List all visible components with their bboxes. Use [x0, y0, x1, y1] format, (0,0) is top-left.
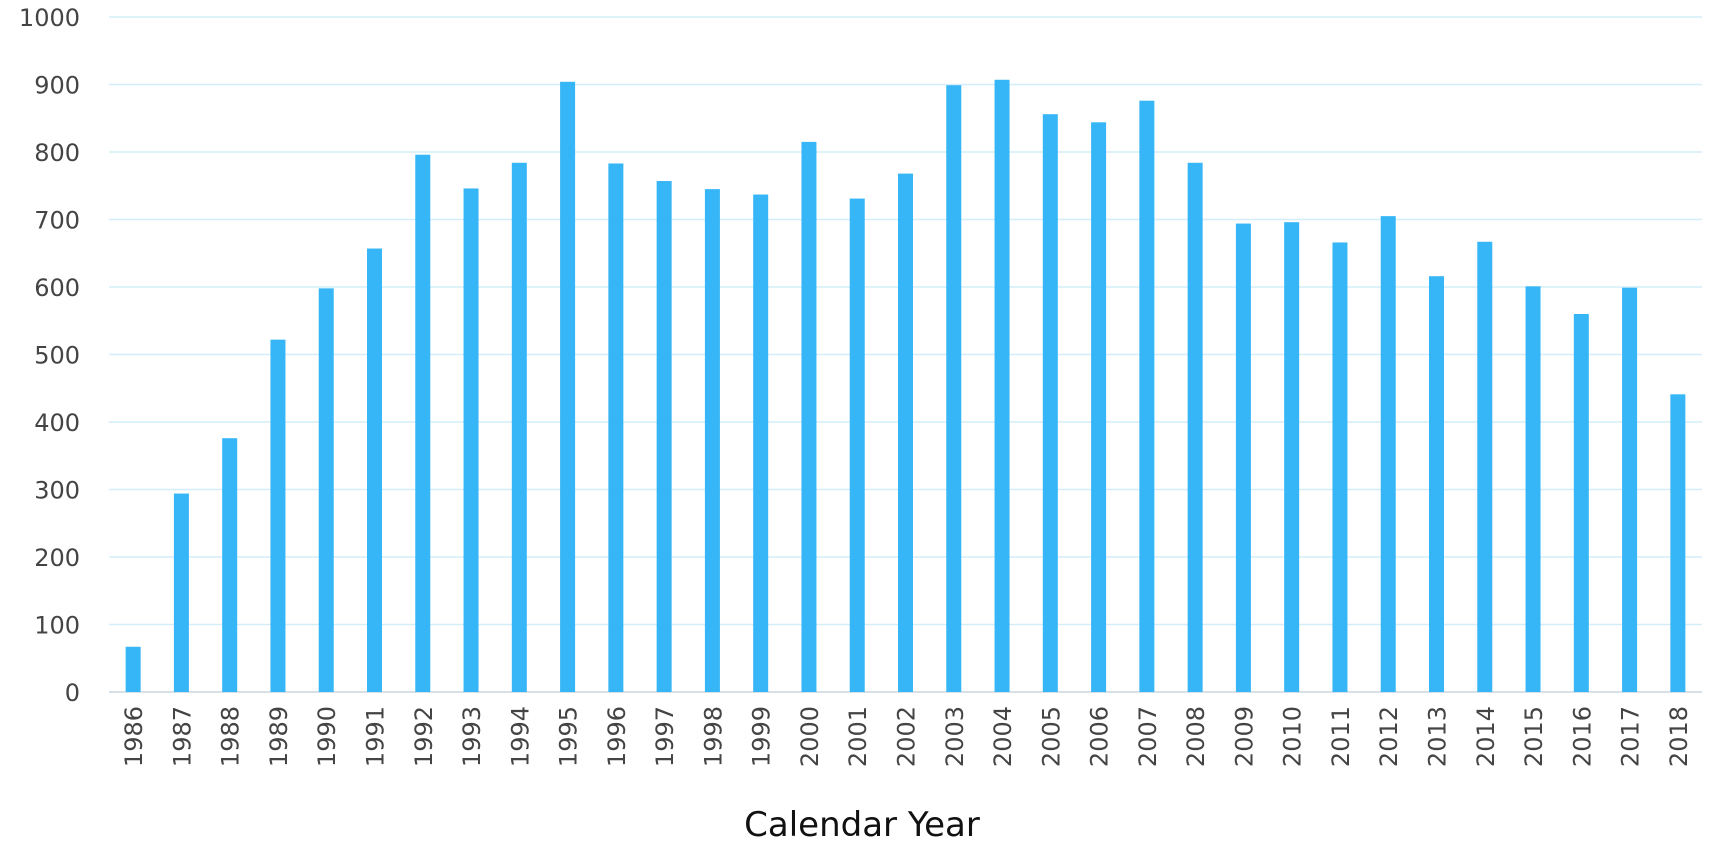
x-axis-title: Calendar Year	[744, 805, 980, 845]
bar	[415, 154, 431, 692]
y-tick-label: 700	[34, 207, 80, 235]
bar	[1429, 276, 1444, 692]
bar	[704, 189, 720, 692]
y-tick-label: 800	[34, 139, 80, 167]
bar	[560, 81, 576, 693]
y-tick-label: 500	[34, 342, 80, 370]
y-tick-label: 600	[34, 274, 80, 302]
y-tick-label: 200	[34, 544, 80, 572]
x-tick-label: 1987	[168, 706, 196, 767]
x-tick-label: 2011	[1327, 706, 1355, 767]
bar	[753, 194, 769, 692]
x-tick-label: 2015	[1520, 706, 1548, 767]
bar	[994, 79, 1010, 692]
y-tick-label: 100	[34, 612, 80, 640]
x-tick-label: 2003	[941, 706, 969, 767]
bar	[463, 188, 479, 692]
bar	[1477, 241, 1493, 692]
x-tick-label: 1995	[555, 706, 583, 767]
bar	[946, 85, 962, 693]
x-tick-label: 2018	[1665, 706, 1693, 767]
y-tick-label: 400	[34, 409, 80, 437]
bar	[1670, 394, 1686, 692]
x-tick-label: 2014	[1472, 706, 1500, 767]
x-tick-label: 2007	[1134, 706, 1162, 767]
bar	[849, 198, 865, 692]
y-tick-label: 1000	[19, 4, 80, 32]
bar	[1380, 216, 1396, 692]
bar	[511, 162, 527, 693]
x-tick-label: 2016	[1568, 706, 1596, 767]
x-tick-label: 2000	[796, 706, 824, 767]
bar	[1284, 222, 1300, 692]
x-tick-label: 1999	[748, 706, 776, 767]
bar	[898, 173, 913, 693]
x-tick-label: 1994	[506, 706, 534, 767]
bar	[1573, 314, 1589, 692]
bar	[222, 438, 238, 692]
bar	[1139, 100, 1155, 692]
x-tick-label: 1992	[410, 706, 438, 767]
bar	[173, 493, 189, 692]
bar	[1187, 162, 1203, 693]
bar	[270, 339, 286, 692]
bar	[656, 181, 672, 692]
x-tick-label: 1997	[651, 706, 679, 767]
bar	[1091, 122, 1107, 693]
bar	[125, 646, 141, 692]
bar	[1525, 286, 1541, 692]
bar	[1332, 242, 1348, 692]
bar	[1622, 287, 1638, 692]
x-tick-label: 1996	[603, 706, 631, 767]
x-tick-label: 2012	[1375, 706, 1403, 767]
x-tick-label: 1989	[265, 706, 293, 767]
y-tick-label: 900	[34, 72, 80, 100]
bar	[608, 163, 624, 693]
x-tick-label: 2002	[893, 706, 921, 767]
x-tick-label: 2005	[1037, 706, 1065, 767]
bar	[1042, 114, 1058, 692]
bar	[801, 141, 817, 692]
y-tick-label: 0	[65, 679, 80, 707]
x-tick-label: 2009	[1230, 706, 1258, 767]
x-tick-label: 1988	[217, 706, 245, 767]
x-tick-label: 2004	[989, 706, 1017, 767]
x-tick-label: 1986	[120, 706, 148, 767]
x-tick-label: 1993	[458, 706, 486, 767]
x-tick-label: 1991	[362, 706, 390, 767]
bar	[318, 288, 334, 692]
x-tick-label: 1990	[313, 706, 341, 767]
x-tick-label: 2017	[1617, 706, 1645, 767]
x-tick-label: 2006	[1086, 706, 1114, 767]
bar	[1235, 223, 1251, 693]
y-tick-label: 300	[34, 477, 80, 505]
x-tick-label: 2013	[1424, 706, 1452, 767]
x-tick-label: 2008	[1182, 706, 1210, 767]
x-tick-label: 2001	[844, 706, 872, 767]
x-tick-label: 1998	[699, 706, 727, 767]
bar	[367, 248, 382, 692]
x-tick-label: 2010	[1279, 706, 1307, 767]
